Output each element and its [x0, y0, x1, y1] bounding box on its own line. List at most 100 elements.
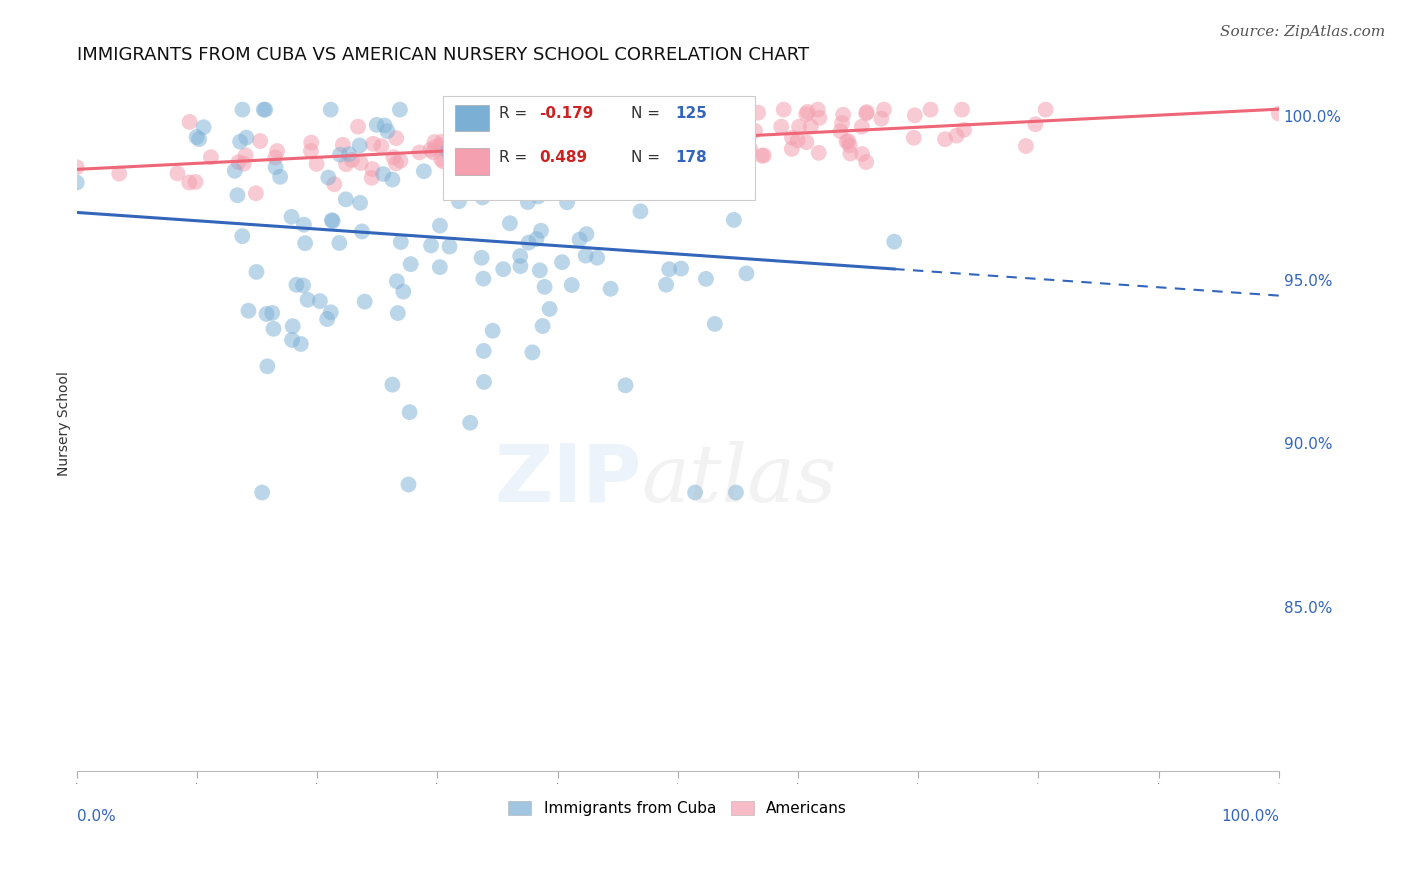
- Point: [253, 103, 276, 117]
- Point: [724, 485, 747, 500]
- Text: IMMIGRANTS FROM CUBA VS AMERICAN NURSERY SCHOOL CORRELATION CHART: IMMIGRANTS FROM CUBA VS AMERICAN NURSERY…: [77, 46, 808, 64]
- Point: [485, 121, 508, 136]
- Point: [610, 131, 633, 145]
- Point: [679, 152, 702, 166]
- Point: [855, 155, 877, 169]
- Point: [108, 167, 131, 181]
- Point: [186, 130, 208, 145]
- Point: [550, 176, 572, 190]
- Point: [529, 263, 551, 277]
- Point: [612, 152, 634, 166]
- Point: [249, 134, 271, 148]
- Point: [526, 116, 548, 130]
- Point: [614, 378, 637, 392]
- Point: [319, 305, 342, 319]
- Point: [231, 103, 253, 117]
- Point: [543, 126, 565, 140]
- Point: [637, 103, 659, 117]
- Point: [631, 186, 654, 200]
- Point: [620, 136, 643, 150]
- Point: [585, 171, 607, 186]
- Point: [281, 333, 304, 347]
- Point: [385, 274, 408, 288]
- Point: [515, 153, 537, 168]
- Point: [534, 106, 557, 120]
- Point: [328, 235, 350, 250]
- Point: [575, 227, 598, 241]
- Point: [527, 189, 550, 203]
- Point: [623, 144, 645, 158]
- Point: [361, 136, 384, 151]
- Point: [433, 154, 456, 169]
- Point: [374, 119, 396, 133]
- Point: [309, 294, 332, 309]
- Point: [479, 159, 502, 173]
- Point: [280, 210, 302, 224]
- Point: [484, 124, 506, 138]
- Point: [479, 153, 502, 167]
- Point: [658, 262, 681, 277]
- Point: [673, 129, 696, 144]
- Point: [612, 103, 634, 117]
- Point: [349, 138, 371, 153]
- Point: [571, 128, 593, 142]
- Point: [502, 133, 524, 147]
- Point: [586, 251, 609, 265]
- Text: 100.0%: 100.0%: [1220, 809, 1279, 824]
- Point: [562, 145, 585, 159]
- Point: [720, 133, 742, 147]
- Point: [503, 128, 526, 142]
- Point: [349, 195, 371, 210]
- Point: [481, 324, 503, 338]
- Point: [353, 294, 375, 309]
- Point: [335, 157, 357, 171]
- Y-axis label: Nursery School: Nursery School: [58, 371, 72, 476]
- Point: [695, 272, 717, 286]
- Point: [599, 103, 621, 117]
- Point: [335, 192, 357, 206]
- Point: [1015, 139, 1038, 153]
- Point: [501, 132, 523, 146]
- Point: [488, 126, 510, 140]
- Point: [468, 120, 491, 134]
- Point: [387, 306, 409, 320]
- Point: [1024, 117, 1046, 131]
- Point: [350, 224, 373, 238]
- Point: [645, 143, 668, 157]
- Point: [472, 375, 495, 389]
- Point: [398, 405, 420, 419]
- Point: [472, 271, 495, 285]
- Text: atlas: atlas: [641, 441, 837, 518]
- Point: [337, 147, 360, 161]
- Point: [382, 150, 405, 164]
- Text: N =: N =: [631, 106, 665, 121]
- Point: [446, 126, 468, 140]
- Point: [855, 106, 877, 120]
- Point: [531, 318, 554, 333]
- Point: [423, 135, 446, 149]
- Point: [873, 103, 896, 117]
- Point: [245, 186, 267, 201]
- Point: [540, 169, 562, 184]
- Point: [231, 229, 253, 244]
- Point: [423, 140, 446, 154]
- Point: [628, 138, 651, 153]
- Point: [460, 151, 482, 165]
- Point: [633, 115, 655, 129]
- Point: [305, 157, 328, 171]
- FancyBboxPatch shape: [456, 104, 489, 131]
- Point: [561, 133, 583, 147]
- Point: [347, 120, 370, 134]
- Point: [953, 123, 976, 137]
- Point: [747, 105, 769, 120]
- Point: [381, 172, 404, 186]
- Point: [675, 161, 697, 176]
- Point: [531, 120, 554, 134]
- Point: [256, 307, 278, 321]
- Point: [752, 148, 775, 162]
- Point: [340, 153, 363, 167]
- Point: [839, 146, 862, 161]
- Point: [540, 149, 562, 163]
- Text: 0.0%: 0.0%: [77, 809, 115, 824]
- Point: [527, 136, 550, 151]
